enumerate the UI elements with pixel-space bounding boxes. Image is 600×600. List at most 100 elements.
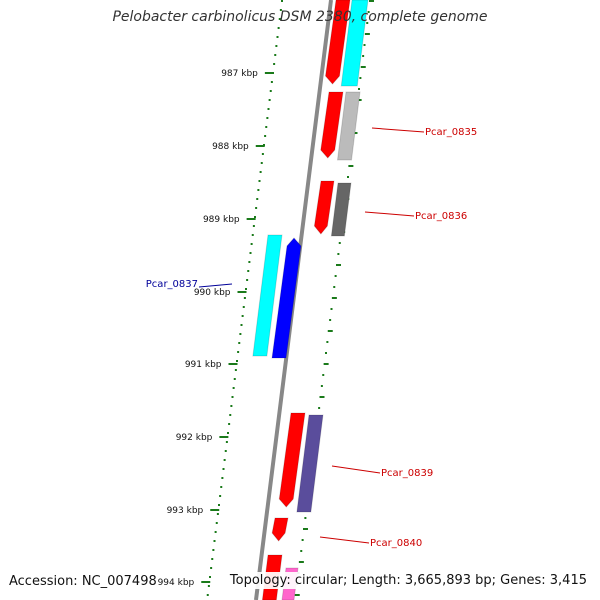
gc-dot-left [266,117,269,119]
map-title: Pelobacter carbinolicus DSM 2380, comple… [112,9,488,25]
tick-label: 991 kbp [185,360,222,370]
gc-dot-right [331,297,337,299]
gc-dot-right [360,66,366,68]
gc-dot-right [326,341,329,343]
gc-dot-left [274,54,277,56]
gc-dot-right [298,561,304,563]
gc-dot-left [224,450,227,452]
gc-dot-right [366,22,369,24]
gene-block-purple [296,414,324,513]
gc-dot-left [242,306,245,308]
gc-dot-right [327,330,333,332]
gc-dot-left [216,513,219,515]
gene-block-forward [313,180,335,235]
gc-dot-left [247,270,250,272]
gc-dot-left [218,504,220,506]
gene-block-reverse [271,237,302,359]
gc-dot-right [358,88,360,90]
gc-dot-left [220,486,223,488]
gc-dot-left [215,522,218,524]
gc-dot-left [265,126,268,128]
gene-block-forward [278,412,306,508]
gc-dot-left [246,279,249,281]
gc-dot-right [301,539,304,541]
gc-dot-left [231,396,234,398]
gc-dot-left [211,558,214,560]
gc-dot-left [269,90,272,92]
tick-label: 994 kbp [158,578,195,588]
gc-dot-right [329,319,332,321]
gene-label: Pcar_0836 [415,211,467,222]
genome-summary: Topology: circular; Length: 3,665,893 bp… [225,572,591,589]
tick-label: 988 kbp [212,142,249,152]
gc-dot-left [229,414,232,416]
gc-dot-left [252,225,255,227]
gc-dot-left [213,540,216,542]
gc-dot-right [348,165,354,167]
gc-dot-right [337,253,340,255]
gc-dot-left [236,360,238,362]
gc-dot-left [248,261,251,263]
gc-dot-left [270,81,273,83]
gc-dot-right [330,308,333,310]
gc-dot-right [347,176,349,178]
gc-dot-left [251,234,254,236]
gene-block-gray-dark [330,182,352,237]
gc-dot-left [260,162,263,164]
tick-label: 992 kbp [176,433,213,443]
tick-label: 993 kbp [167,506,204,516]
gc-dot-right [367,11,370,13]
gene-label-leader [371,127,425,133]
gc-dot-right [352,132,358,134]
gene-label: Pcar_0839 [381,468,433,479]
gene-block-forward [271,517,289,542]
gc-dot-right [304,517,307,519]
gc-dot-left [276,36,279,38]
gc-dot-right [320,385,323,387]
gc-dot-right [318,407,321,409]
gc-dot-left [207,585,210,587]
gc-dot-right [323,363,329,365]
gc-dot-right [333,286,336,288]
gc-dot-left [210,567,213,569]
gc-dot-left [267,108,270,110]
gc-dot-left [264,135,267,137]
gc-dot-right [300,550,303,552]
gc-dot-left [234,369,237,371]
gc-dot-left [256,198,259,200]
gc-dot-right [319,396,325,398]
gc-dot-left [227,432,229,434]
gc-dot-right [322,374,325,376]
accession-label: Accession: NC_007498 [9,574,157,589]
gc-dot-left [212,549,215,551]
gc-dot-left [254,216,256,218]
gc-dot-left [237,351,240,353]
gc-dot-left [250,243,253,245]
tick-label: 987 kbp [221,69,258,79]
gc-dot-left [279,9,282,11]
gene-block-rna [252,234,283,357]
gc-dot-left [268,99,271,101]
gc-dot-left [239,333,242,335]
gc-dot-left [238,342,241,344]
gc-dot-left [245,288,247,290]
gc-dot-left [243,297,246,299]
gene-label: Pcar_0835 [425,127,477,138]
gc-dot-left [249,252,252,254]
gc-dot-left [277,27,280,29]
gc-dot-right [364,33,370,35]
gene-block-rna [340,0,369,87]
gc-dot-right [369,0,374,2]
gc-dot-right [363,44,366,46]
gc-dot-left [219,495,222,497]
gene-label: Pcar_0837 [146,279,198,290]
gc-dot-left [206,594,209,596]
gc-dot-right [336,264,341,266]
gc-dot-left [214,531,217,533]
gc-dot-left [222,468,225,470]
gc-dot-right [338,242,341,244]
gene-label-leader [364,211,415,217]
gc-dot-right [359,77,362,79]
